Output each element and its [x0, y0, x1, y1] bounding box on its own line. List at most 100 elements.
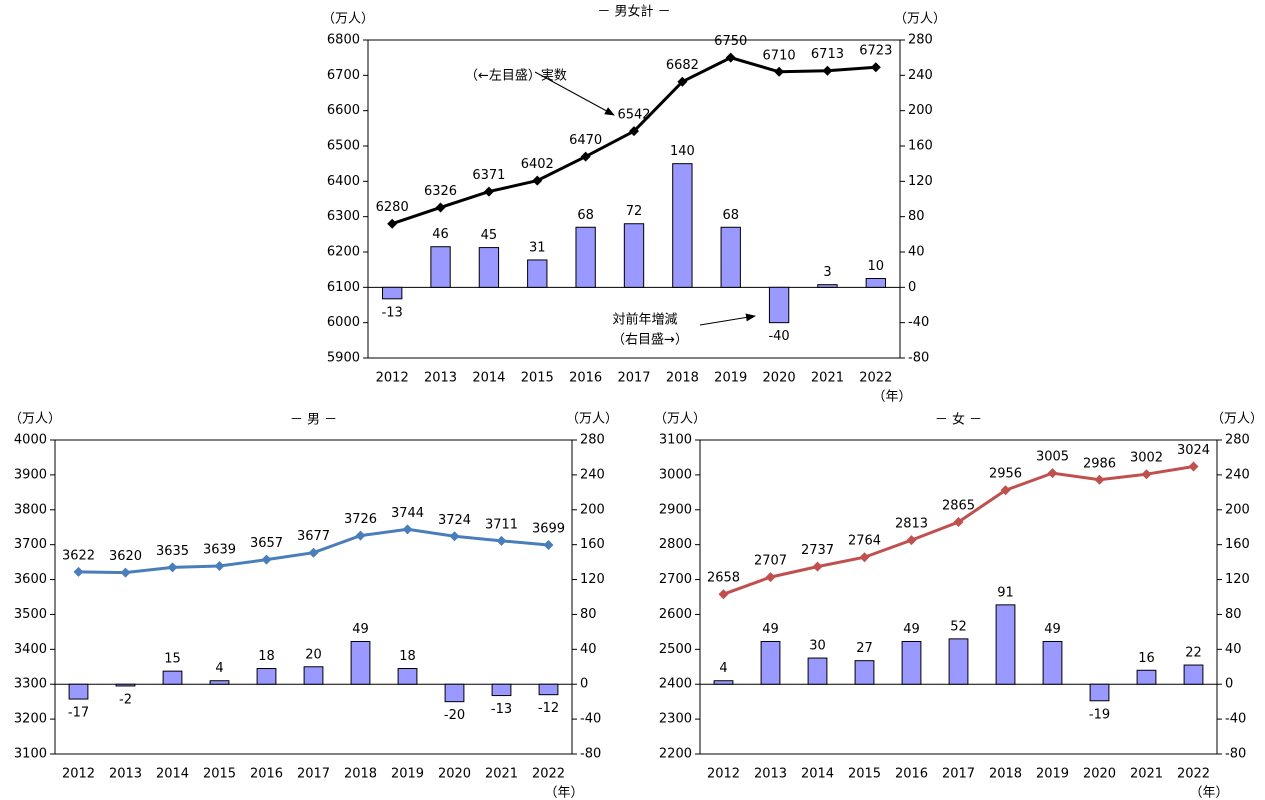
y2-tick-label: -80 [908, 351, 929, 366]
x-tick-label: 2014 [801, 767, 834, 782]
annotation-arrow [699, 313, 756, 326]
line-marker [261, 554, 272, 565]
line-value-label: 3622 [62, 548, 95, 563]
y2-tick-label: 160 [908, 139, 933, 154]
line-value-label: 6710 [763, 48, 796, 63]
bar-value-label: 3 [823, 265, 831, 280]
line-value-label: 6723 [859, 44, 892, 59]
line-value-label: 2764 [848, 534, 881, 549]
line-value-label: 3620 [109, 549, 142, 564]
y-tick-label: 6100 [327, 280, 360, 295]
y-tick-label: 2200 [659, 747, 692, 762]
bar [491, 683, 512, 697]
x-tick-label: 2012 [376, 371, 409, 386]
y-tick-label: 4000 [14, 433, 47, 448]
bar-value-label: 45 [481, 228, 498, 243]
y2-tick-label: 160 [1225, 537, 1250, 552]
bar-value-label: -40 [768, 329, 789, 344]
bar-value-label: -20 [444, 708, 465, 723]
bar-value-label: 22 [1185, 646, 1202, 661]
bar [672, 163, 693, 288]
x-tick-label: 2019 [1036, 767, 1069, 782]
y-tick-label: 3900 [14, 467, 47, 482]
y-tick-label: 3600 [14, 572, 47, 587]
x-tick-label: 2018 [344, 767, 377, 782]
line-value-label: 2707 [754, 554, 787, 569]
bar [1136, 669, 1157, 685]
y2-tick-label: -40 [908, 315, 929, 330]
bar-value-label: 49 [903, 622, 920, 637]
bar [209, 680, 230, 685]
line-value-label: 6713 [811, 47, 844, 62]
y-tick-label: 3400 [14, 642, 47, 657]
bar [760, 640, 781, 685]
bar [538, 683, 559, 696]
x-tick-label: 2016 [250, 767, 283, 782]
bar-value-label: 72 [626, 204, 643, 219]
bar-value-label: -17 [68, 706, 89, 721]
line-marker [1094, 474, 1105, 485]
line-value-label: 3024 [1177, 443, 1210, 458]
line-marker [214, 560, 225, 571]
line-value-label: 2737 [801, 543, 834, 558]
x-tick-label: 2014 [472, 371, 505, 386]
line-marker [677, 76, 688, 87]
annotation: （←左目盛）実数 [465, 68, 567, 84]
bar [303, 666, 324, 685]
x-unit-label: （年） [544, 786, 583, 800]
y-tick-label: 6000 [327, 315, 360, 330]
bar-value-label: 91 [997, 585, 1014, 600]
bar [115, 683, 136, 687]
y2-tick-label: 120 [580, 572, 605, 587]
y-tick-label: 6500 [327, 139, 360, 154]
y-unit-label: （万人） [322, 12, 374, 27]
bar-value-label: 140 [670, 144, 695, 159]
line-marker [167, 562, 178, 573]
y-tick-label: 6600 [327, 103, 360, 118]
x-tick-label: 2017 [942, 767, 975, 782]
x-tick-label: 2021 [1130, 767, 1163, 782]
line-value-label: 3744 [391, 506, 424, 521]
bar [444, 683, 465, 703]
y-tick-label: 6700 [327, 68, 360, 83]
y2-tick-label: 40 [580, 642, 597, 657]
x-tick-label: 2020 [1083, 767, 1116, 782]
x-tick-label: 2020 [763, 371, 796, 386]
line-value-label: 6280 [376, 200, 409, 215]
bar-value-label: 30 [809, 639, 826, 654]
y-unit-label: （万人） [9, 412, 61, 427]
line-marker [953, 516, 964, 527]
chart-title: － 女 － [935, 412, 982, 428]
y2-tick-label: -80 [1225, 747, 1246, 762]
y-tick-label: 3000 [659, 467, 692, 482]
x-tick-label: 2017 [617, 371, 650, 386]
y2-tick-label: 40 [908, 245, 925, 260]
line-marker [532, 175, 543, 186]
line-marker [1188, 461, 1199, 472]
y2-tick-label: 280 [580, 433, 605, 448]
line-value-label: 3699 [532, 522, 565, 537]
y2-tick-label: 160 [580, 537, 605, 552]
bar-value-label: 68 [577, 208, 594, 223]
plot-area [54, 439, 573, 755]
bar-value-label: 10 [868, 259, 885, 274]
x-tick-label: 2019 [714, 371, 747, 386]
line-value-label: 6402 [521, 157, 554, 172]
line-value-label: 2658 [707, 571, 740, 586]
bar-value-label: -13 [491, 702, 512, 717]
y2-tick-label: 80 [1225, 607, 1242, 622]
y-tick-label: 3800 [14, 502, 47, 517]
x-tick-label: 2020 [438, 767, 471, 782]
bar [948, 638, 969, 685]
y2-tick-label: 200 [580, 502, 605, 517]
y-tick-label: 3300 [14, 677, 47, 692]
bar [382, 286, 403, 300]
y2-unit-label: （万人） [894, 12, 946, 27]
line-value-label: 6470 [569, 133, 602, 148]
x-tick-label: 2013 [109, 767, 142, 782]
bar [397, 668, 418, 685]
plot-area [699, 439, 1218, 755]
line-value-label: 3724 [438, 513, 471, 528]
line-marker [120, 567, 131, 578]
